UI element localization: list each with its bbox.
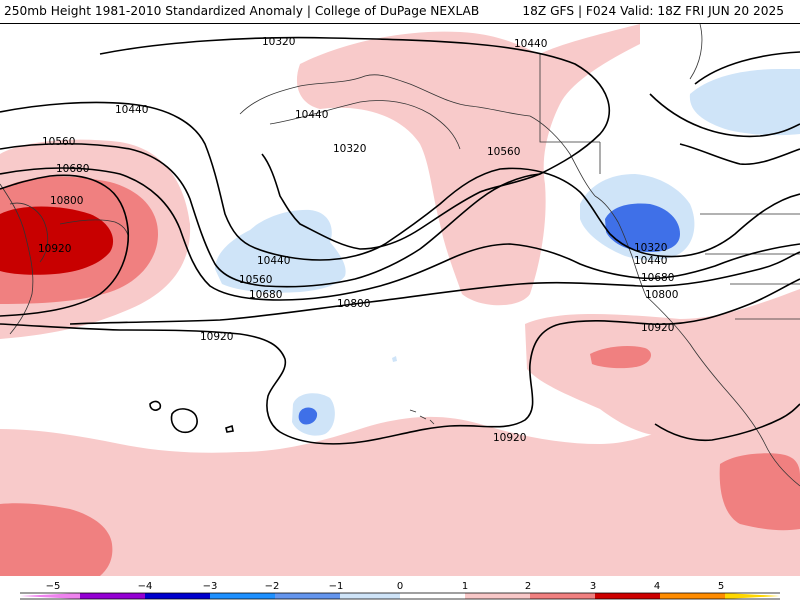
contour-label: 10800 bbox=[645, 289, 678, 301]
scale-tick: 5 bbox=[718, 581, 724, 592]
scale-tick: 0 bbox=[397, 581, 403, 592]
contour-label: 10800 bbox=[337, 298, 370, 310]
scale-tick: 1 bbox=[462, 581, 468, 592]
scale-tick: −2 bbox=[265, 581, 280, 592]
contour-label: 10440 bbox=[634, 255, 667, 267]
contour-label: 10320 bbox=[333, 143, 366, 155]
contour-label: 10560 bbox=[487, 146, 520, 158]
contour-label: 10560 bbox=[239, 274, 272, 286]
model-valid-time: 18Z GFS | F024 Valid: 18Z FRI JUN 20 202… bbox=[522, 4, 784, 18]
scale-ticks: −5 −4 −3 −2 −1 0 1 2 3 4 5 bbox=[46, 581, 725, 592]
contour-label: 10920 bbox=[641, 322, 674, 334]
scale-tick: 4 bbox=[654, 581, 660, 592]
scale-tick: 3 bbox=[590, 581, 596, 592]
height-contours bbox=[0, 36, 800, 445]
contour-label: 10440 bbox=[115, 104, 148, 116]
contour-label: 10920 bbox=[200, 331, 233, 343]
contour-label: 10320 bbox=[634, 242, 667, 254]
scale-tick: 2 bbox=[525, 581, 531, 592]
contour-label: 10320 bbox=[262, 36, 295, 48]
contour-label: 10680 bbox=[56, 163, 89, 175]
color-scale-bar bbox=[20, 592, 780, 600]
contour-label: 10440 bbox=[295, 109, 328, 121]
map-header: 250mb Height 1981-2010 Standardized Anom… bbox=[0, 0, 800, 24]
scale-tick: −4 bbox=[138, 581, 153, 592]
contour-label: 10680 bbox=[641, 272, 674, 284]
scale-tick: −1 bbox=[329, 581, 344, 592]
contour-label: 10680 bbox=[249, 289, 282, 301]
contour-label: 10800 bbox=[50, 195, 83, 207]
negative-anomaly-shading bbox=[215, 69, 800, 436]
scale-tick: −3 bbox=[203, 581, 218, 592]
contour-label: 10440 bbox=[514, 38, 547, 50]
anomaly-color-scale: −5 −4 −3 −2 −1 0 1 2 3 4 5 bbox=[0, 576, 800, 600]
contour-label: 10440 bbox=[257, 255, 290, 267]
coastlines bbox=[0, 23, 800, 487]
contour-labels: 10320 10440 10440 10440 10560 10680 1080… bbox=[38, 36, 678, 444]
contour-label: 10560 bbox=[42, 136, 75, 148]
contour-label: 10920 bbox=[38, 243, 71, 255]
map-title: 250mb Height 1981-2010 Standardized Anom… bbox=[4, 4, 480, 18]
contour-label: 10920 bbox=[493, 432, 526, 444]
scale-tick: −5 bbox=[46, 581, 61, 592]
anomaly-map: 10320 10440 10440 10440 10560 10680 1080… bbox=[0, 23, 800, 576]
